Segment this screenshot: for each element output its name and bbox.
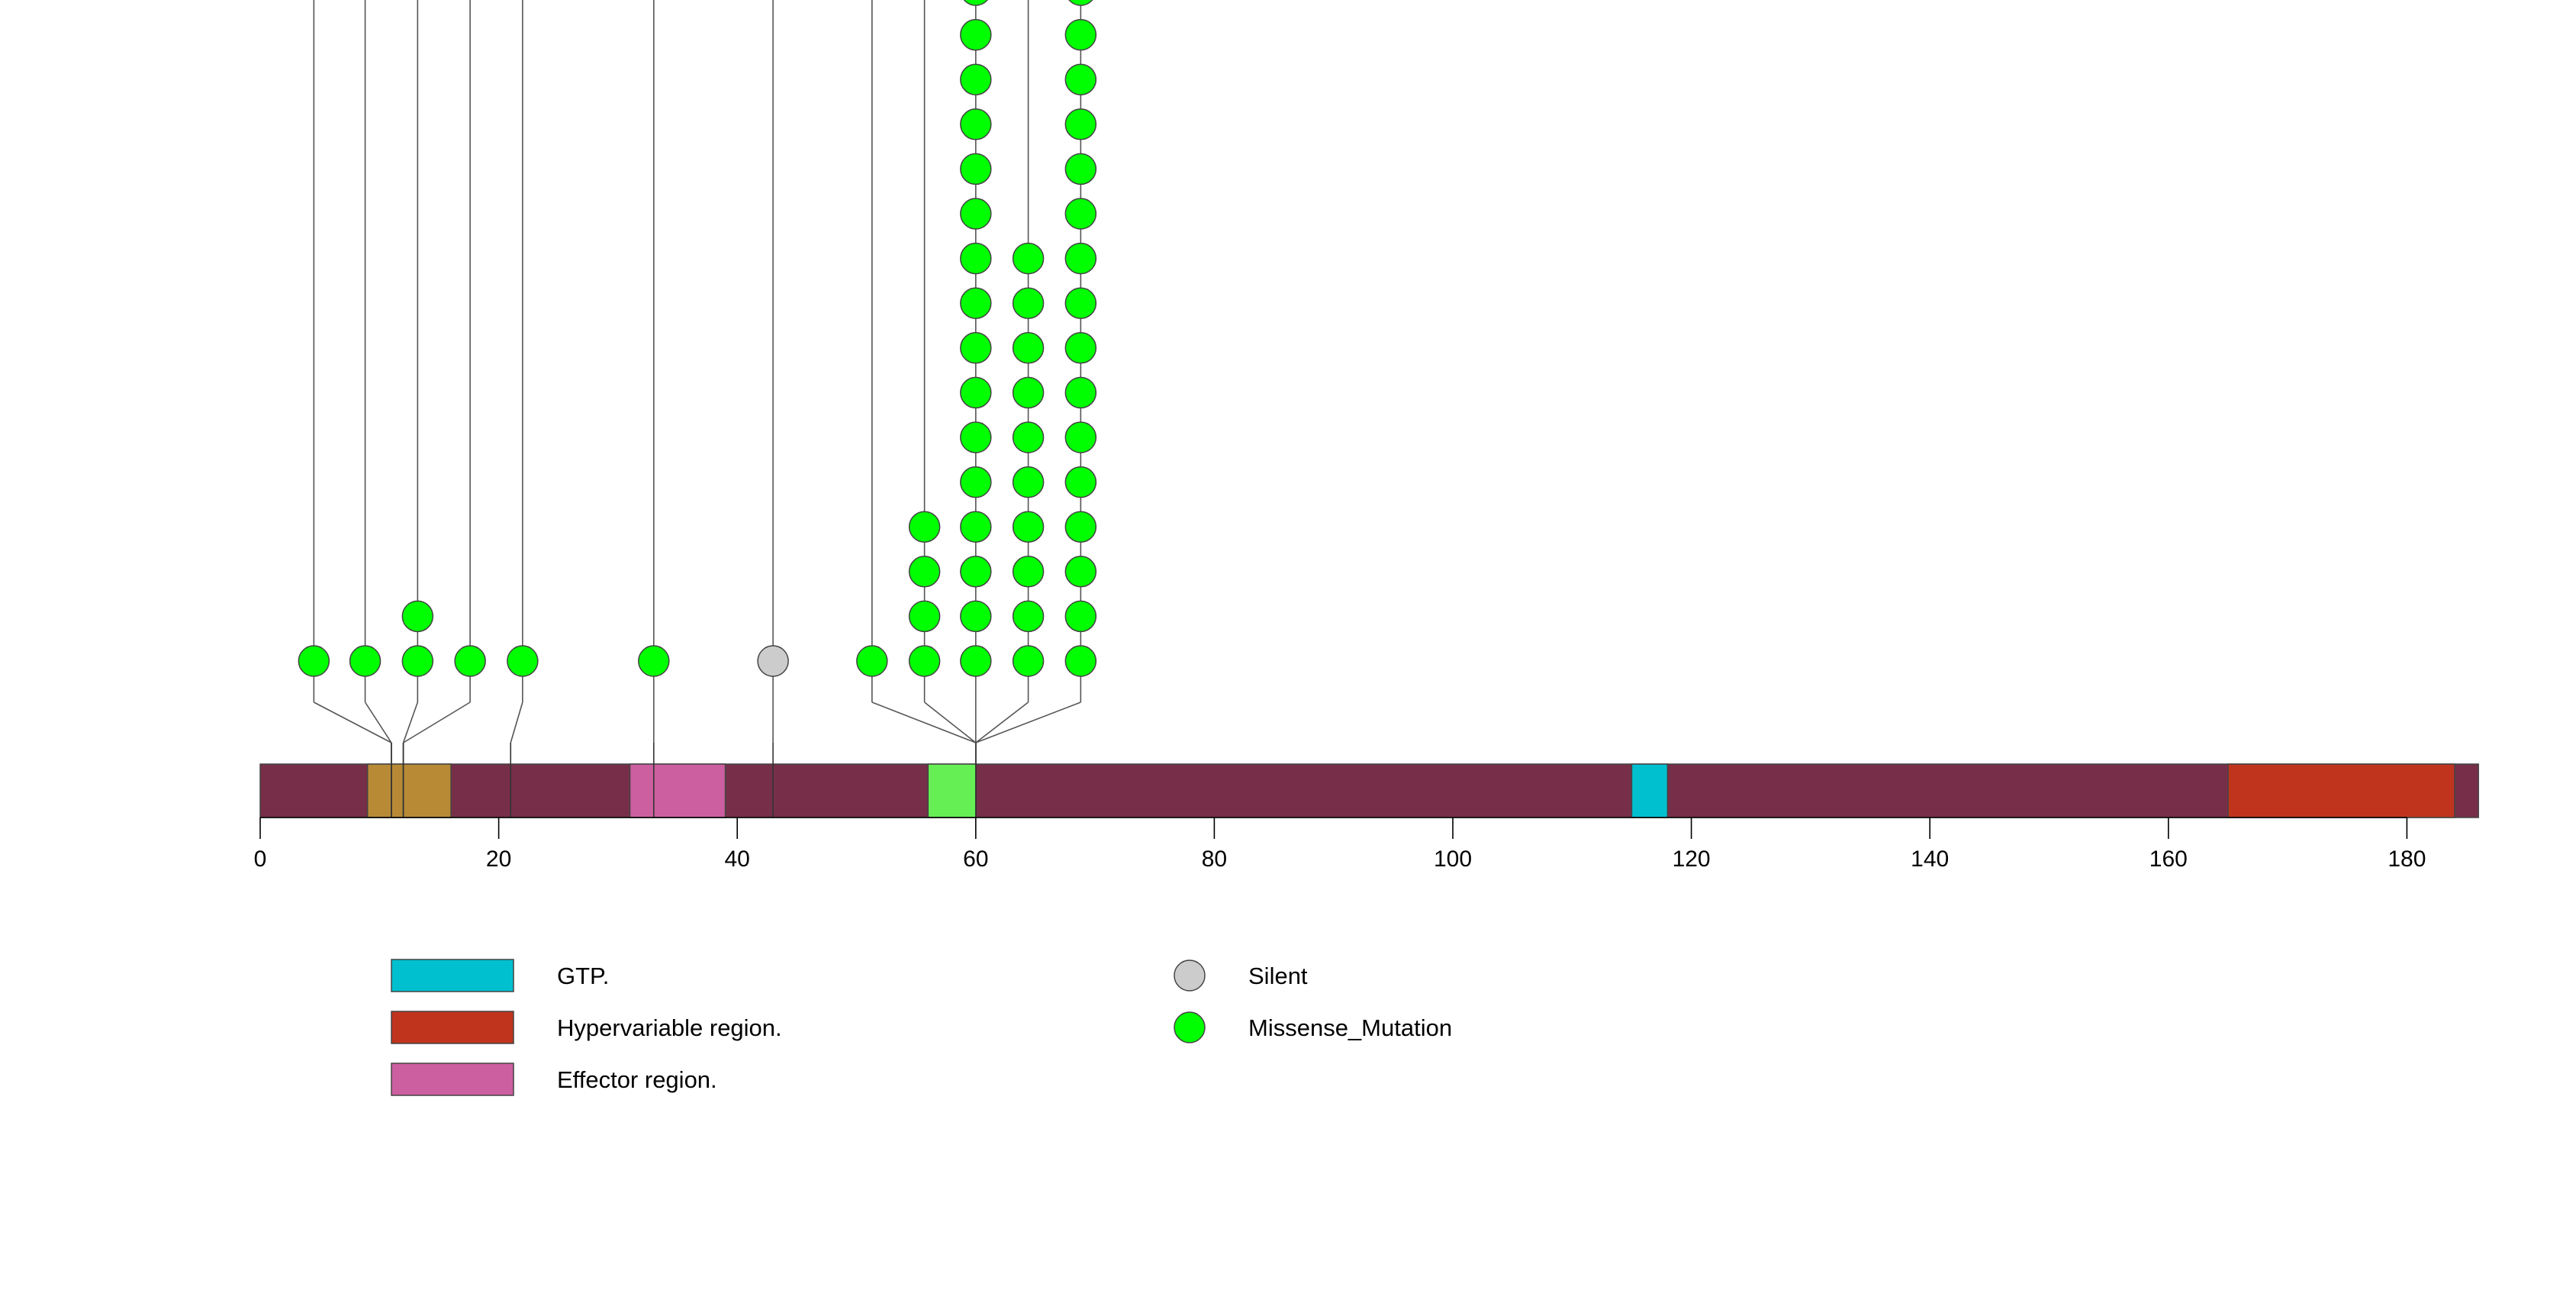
mutation-point-4-0 — [507, 645, 539, 677]
x-tick-label-5: 100 — [1434, 847, 1472, 872]
mutation-connector-8 — [924, 701, 977, 743]
mutation-point-9-4 — [960, 466, 992, 498]
x-tick-label-3: 60 — [963, 847, 988, 872]
mutation-point-10-2 — [1012, 556, 1045, 588]
mutation-point-10-4 — [1012, 466, 1045, 498]
mutation-point-2-0 — [401, 645, 434, 677]
mutation-point-7-0 — [856, 645, 888, 677]
mutation-connector-0 — [313, 701, 392, 743]
protein-backbone — [259, 763, 2479, 818]
mutation-point-9-12 — [960, 108, 992, 140]
mutation-point-11-4 — [1064, 466, 1097, 498]
mutation-point-9-9 — [960, 242, 992, 275]
mutation-point-0-0 — [298, 645, 330, 677]
mutation-point-11-6 — [1064, 376, 1097, 409]
mutation-point-8-0 — [908, 645, 941, 677]
mutation-point-9-15 — [963, 0, 988, 6]
mutation-point-11-9 — [1064, 242, 1097, 275]
mutation-point-10-8 — [1012, 287, 1045, 319]
mutation-point-9-5 — [960, 421, 992, 453]
mutation-connector-3 — [403, 701, 471, 743]
mutation-point-8-2 — [908, 556, 941, 588]
mutation-point-10-6 — [1012, 376, 1045, 409]
mutation-connector-10 — [975, 701, 1029, 743]
legend-domain-label-0: GTP. — [557, 963, 609, 989]
legend-domain-swatch-1 — [391, 1011, 514, 1044]
x-axis: 0 20 40 60 80 100 120 140 160 180 — [254, 817, 2426, 872]
mutation-connector-7 — [871, 701, 977, 743]
mutation-point-11-15 — [1068, 0, 1093, 6]
legend-mutation-label-0: Silent — [1248, 963, 1308, 989]
mutation-point-9-1 — [960, 600, 992, 633]
mutation-point-9-0 — [960, 645, 992, 677]
domain-1 — [629, 763, 726, 818]
domain-2 — [927, 763, 977, 818]
mutation-point-3-0 — [454, 645, 486, 677]
x-tick-label-4: 80 — [1202, 847, 1227, 872]
mutation-point-11-1 — [1064, 600, 1097, 633]
mutation-stems — [313, 0, 1082, 743]
x-tick-label-9: 180 — [2388, 847, 2426, 872]
mutation-point-9-10 — [960, 198, 992, 230]
legend-domain-label-1: Hypervariable region. — [557, 1014, 782, 1041]
mutation-point-10-0 — [1012, 645, 1045, 677]
mutation-point-10-7 — [1012, 332, 1045, 364]
x-tick-label-7: 140 — [1911, 847, 1949, 872]
x-tick-label-0: 0 — [254, 847, 267, 872]
mutation-connector-4 — [510, 701, 523, 743]
legend-mutation-label-1: Missense_Mutation — [1248, 1014, 1452, 1041]
x-tick-label-2: 40 — [725, 847, 750, 872]
domain-0 — [366, 763, 452, 818]
mutation-point-9-3 — [960, 511, 992, 543]
mutation-point-11-3 — [1064, 511, 1097, 543]
legend-mutation-marker-0 — [1174, 959, 1206, 992]
mutation-connector-11 — [975, 701, 1081, 743]
mutation-point-9-11 — [960, 153, 992, 185]
mutation-point-11-10 — [1064, 198, 1097, 230]
legend-mutation-marker-1 — [1174, 1011, 1206, 1043]
mutation-point-9-8 — [960, 287, 992, 319]
legend-domain-swatch-2 — [391, 1063, 514, 1096]
protein-track — [259, 763, 2479, 818]
domain-3 — [1631, 763, 1669, 818]
mutation-connector-1 — [364, 701, 392, 743]
mutation-point-10-1 — [1012, 600, 1045, 633]
mutation-point-11-13 — [1064, 63, 1097, 95]
mutation-point-8-3 — [908, 511, 941, 543]
mutation-point-9-7 — [960, 332, 992, 364]
mutation-connector-2 — [402, 701, 419, 743]
mutation-point-10-3 — [1012, 511, 1045, 543]
mutation-point-11-5 — [1064, 421, 1097, 453]
mutation-point-11-7 — [1064, 332, 1097, 364]
x-tick-label-6: 120 — [1673, 847, 1711, 872]
mutation-point-1-0 — [349, 645, 382, 677]
x-tick-label-8: 160 — [2149, 847, 2188, 872]
mutation-point-9-6 — [960, 376, 992, 409]
mutation-point-9-2 — [960, 556, 992, 588]
protein-domains — [366, 763, 2455, 818]
legend: GTP. Hypervariable region. Effector region… — [391, 959, 1452, 1096]
mutation-point-5-0 — [638, 645, 670, 677]
mutation-point-9-14 — [960, 18, 992, 51]
legend-domain-swatch-0 — [391, 959, 514, 992]
mutation-point-11-11 — [1064, 153, 1097, 185]
mutation-point-2-1 — [401, 600, 434, 633]
mutation-point-9-13 — [960, 63, 992, 95]
x-tick-label-1: 20 — [486, 847, 511, 872]
mutation-point-6-0 — [757, 645, 789, 677]
mutation-point-8-1 — [908, 600, 941, 633]
mutation-point-11-14 — [1064, 18, 1097, 51]
mutation-anchor-lines — [391, 743, 977, 818]
mutation-point-10-9 — [1012, 242, 1045, 275]
domain-4 — [2227, 763, 2455, 818]
mutation-point-10-5 — [1012, 421, 1045, 453]
mutation-heads — [298, 0, 1097, 677]
legend-domain-label-2: Effector region. — [557, 1066, 717, 1093]
mutation-point-11-2 — [1064, 556, 1097, 588]
mutation-point-11-8 — [1064, 287, 1097, 319]
mutation-point-11-0 — [1064, 645, 1097, 677]
mutation-point-11-12 — [1064, 108, 1097, 140]
